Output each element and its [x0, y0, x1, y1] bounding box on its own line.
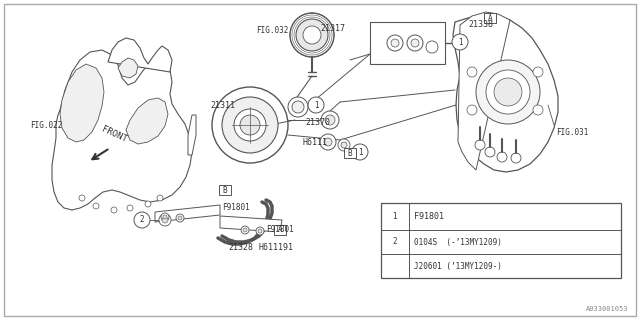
Polygon shape: [108, 38, 172, 72]
Circle shape: [240, 115, 260, 135]
Circle shape: [222, 97, 278, 153]
Polygon shape: [220, 216, 282, 232]
Polygon shape: [458, 12, 510, 170]
Circle shape: [303, 26, 321, 44]
Circle shape: [324, 138, 332, 146]
Circle shape: [145, 201, 151, 207]
Polygon shape: [453, 15, 558, 172]
Circle shape: [388, 210, 402, 224]
Polygon shape: [155, 205, 220, 222]
Text: A: A: [278, 226, 282, 235]
Text: 21328: 21328: [228, 244, 253, 252]
Circle shape: [533, 67, 543, 77]
Circle shape: [234, 109, 266, 141]
Circle shape: [352, 144, 368, 160]
Circle shape: [296, 19, 328, 51]
Circle shape: [258, 229, 262, 233]
Bar: [381, 203, 621, 278]
Bar: [344, 148, 356, 158]
Text: 2: 2: [140, 215, 144, 225]
Circle shape: [387, 35, 403, 51]
Text: 21338: 21338: [468, 20, 493, 28]
Circle shape: [79, 195, 85, 201]
Circle shape: [127, 205, 133, 211]
Circle shape: [321, 111, 339, 129]
Circle shape: [290, 13, 334, 57]
Circle shape: [475, 140, 485, 150]
Text: B: B: [223, 186, 227, 195]
Text: F91801: F91801: [266, 226, 294, 235]
Circle shape: [288, 97, 308, 117]
Circle shape: [212, 87, 288, 163]
Circle shape: [134, 212, 150, 228]
Circle shape: [511, 153, 521, 163]
Circle shape: [157, 195, 163, 201]
Circle shape: [426, 41, 438, 53]
Circle shape: [308, 97, 324, 113]
Circle shape: [178, 216, 182, 220]
Text: A033001053: A033001053: [586, 306, 628, 312]
Circle shape: [467, 67, 477, 77]
Bar: [219, 185, 231, 195]
Text: 1: 1: [392, 212, 397, 221]
Circle shape: [486, 70, 530, 114]
Circle shape: [411, 39, 419, 47]
Text: 2: 2: [392, 237, 397, 246]
Text: 1: 1: [314, 100, 318, 109]
Text: 1: 1: [458, 37, 462, 46]
Text: J20601 (’13MY1209-): J20601 (’13MY1209-): [414, 262, 502, 271]
Circle shape: [485, 147, 495, 157]
Circle shape: [93, 203, 99, 209]
Bar: [370, 22, 445, 64]
Circle shape: [162, 217, 168, 223]
Circle shape: [243, 228, 247, 232]
Circle shape: [325, 115, 335, 125]
Circle shape: [159, 214, 171, 226]
Circle shape: [452, 34, 468, 50]
Bar: [274, 225, 286, 235]
Polygon shape: [60, 64, 104, 142]
Text: FIG.022: FIG.022: [30, 121, 62, 130]
Circle shape: [338, 139, 350, 151]
Circle shape: [533, 105, 543, 115]
Circle shape: [241, 226, 249, 234]
Text: 21370: 21370: [305, 117, 330, 126]
Text: H6111: H6111: [302, 138, 327, 147]
Polygon shape: [118, 58, 138, 78]
Circle shape: [163, 215, 167, 219]
Text: 1: 1: [358, 148, 362, 156]
Circle shape: [391, 39, 399, 47]
Polygon shape: [52, 50, 192, 210]
Text: FIG.031: FIG.031: [556, 127, 588, 137]
Text: 21311: 21311: [210, 100, 235, 109]
Text: B: B: [348, 148, 352, 157]
Circle shape: [111, 207, 117, 213]
Text: 21317: 21317: [320, 23, 345, 33]
Circle shape: [256, 227, 264, 235]
Text: F91801: F91801: [222, 203, 250, 212]
Circle shape: [476, 60, 540, 124]
Circle shape: [467, 105, 477, 115]
Bar: [484, 13, 496, 23]
Text: FIG.032: FIG.032: [256, 26, 289, 35]
Polygon shape: [126, 98, 168, 144]
Circle shape: [341, 142, 347, 148]
Circle shape: [407, 35, 423, 51]
Text: H611191: H611191: [258, 244, 293, 252]
Circle shape: [176, 214, 184, 222]
Circle shape: [292, 101, 304, 113]
Circle shape: [494, 78, 522, 106]
Polygon shape: [188, 115, 196, 155]
Text: F91801: F91801: [414, 212, 444, 221]
Text: FRONT: FRONT: [100, 124, 128, 144]
Circle shape: [388, 235, 402, 249]
Circle shape: [161, 213, 169, 221]
Text: A: A: [488, 13, 492, 22]
Text: 0104S  (-’13MY1209): 0104S (-’13MY1209): [414, 238, 502, 247]
Circle shape: [320, 134, 336, 150]
Circle shape: [497, 152, 507, 162]
